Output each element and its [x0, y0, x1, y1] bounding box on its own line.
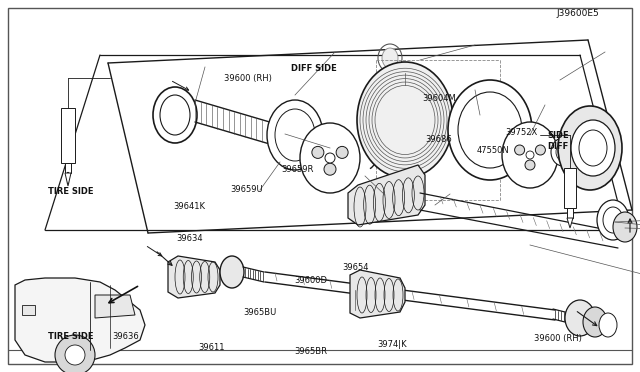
- Polygon shape: [348, 165, 425, 225]
- Circle shape: [324, 163, 336, 175]
- Ellipse shape: [153, 87, 197, 143]
- Ellipse shape: [502, 122, 558, 188]
- FancyBboxPatch shape: [8, 8, 632, 364]
- Text: TIRE SIDE: TIRE SIDE: [48, 332, 93, 341]
- Circle shape: [55, 335, 95, 372]
- Ellipse shape: [300, 123, 360, 193]
- Text: 39600 (RH): 39600 (RH): [534, 334, 582, 343]
- Circle shape: [515, 145, 525, 155]
- Polygon shape: [61, 108, 75, 163]
- Ellipse shape: [551, 138, 575, 166]
- Text: 3965BR: 3965BR: [294, 347, 328, 356]
- Text: 39641K: 39641K: [173, 202, 205, 211]
- Text: 39752X: 39752X: [506, 128, 538, 137]
- Polygon shape: [95, 295, 135, 318]
- Ellipse shape: [220, 256, 244, 288]
- Polygon shape: [168, 256, 220, 298]
- Text: 3974|K: 3974|K: [378, 340, 407, 349]
- Circle shape: [536, 145, 545, 155]
- Text: 3965BU: 3965BU: [243, 308, 276, 317]
- Polygon shape: [15, 278, 145, 362]
- Ellipse shape: [448, 80, 532, 180]
- Ellipse shape: [558, 106, 622, 190]
- Text: SIDE: SIDE: [547, 131, 569, 140]
- Polygon shape: [22, 305, 35, 315]
- Text: 39636: 39636: [112, 332, 139, 341]
- Text: 47550N: 47550N: [477, 146, 509, 155]
- Text: 39611: 39611: [198, 343, 225, 352]
- Ellipse shape: [357, 62, 453, 178]
- Text: J39600E5: J39600E5: [557, 9, 600, 17]
- Polygon shape: [567, 218, 573, 228]
- Text: TIRE SIDE: TIRE SIDE: [48, 187, 93, 196]
- Circle shape: [525, 160, 535, 170]
- Ellipse shape: [382, 48, 398, 68]
- Ellipse shape: [565, 300, 595, 336]
- Polygon shape: [564, 168, 576, 208]
- Polygon shape: [350, 270, 405, 318]
- Text: 39600 (RH): 39600 (RH): [224, 74, 272, 83]
- Ellipse shape: [613, 212, 637, 242]
- Text: 39604M: 39604M: [422, 94, 456, 103]
- Ellipse shape: [571, 120, 615, 176]
- Polygon shape: [65, 173, 71, 186]
- Text: DIFF SIDE: DIFF SIDE: [291, 64, 337, 73]
- Circle shape: [312, 147, 324, 158]
- Text: 39659U: 39659U: [230, 185, 263, 194]
- Text: DIFF: DIFF: [547, 142, 568, 151]
- Polygon shape: [65, 163, 71, 173]
- Ellipse shape: [267, 100, 323, 170]
- Ellipse shape: [599, 313, 617, 337]
- Circle shape: [65, 345, 85, 365]
- Text: 39600D: 39600D: [294, 276, 328, 285]
- Polygon shape: [567, 208, 573, 218]
- Text: 39654: 39654: [342, 263, 369, 272]
- Circle shape: [325, 153, 335, 163]
- Circle shape: [336, 147, 348, 158]
- Ellipse shape: [583, 307, 607, 337]
- Text: 39634: 39634: [176, 234, 203, 243]
- Ellipse shape: [597, 200, 629, 240]
- Text: 39659R: 39659R: [282, 165, 314, 174]
- Text: 39686: 39686: [426, 135, 452, 144]
